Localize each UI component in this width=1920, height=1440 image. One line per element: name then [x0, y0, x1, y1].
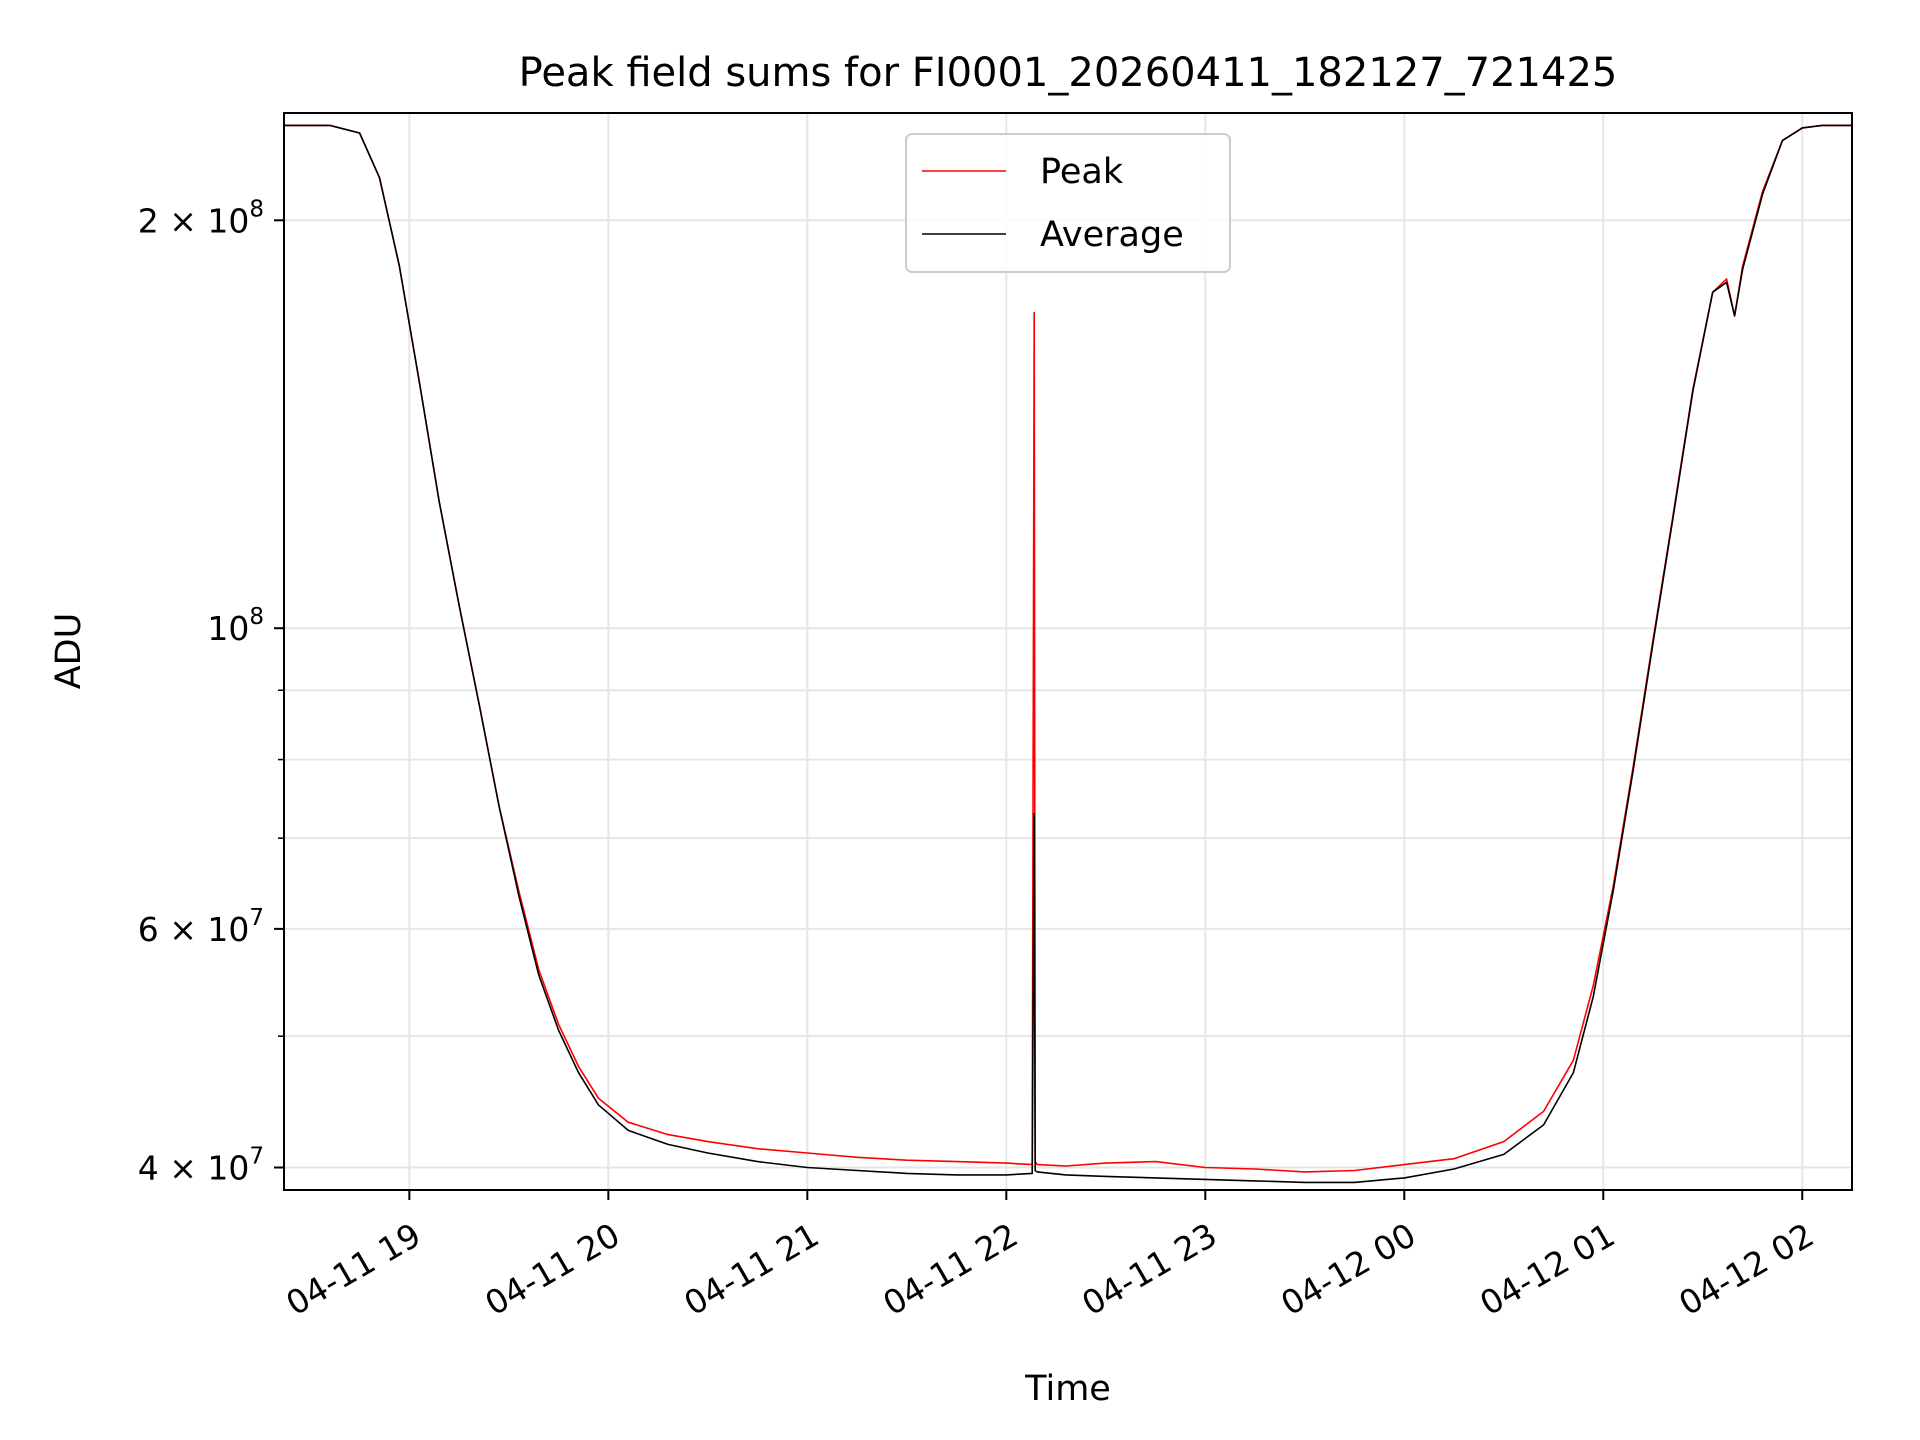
series-line-average: [284, 124, 1852, 1184]
y-tick-label: 108: [207, 604, 264, 648]
legend-average-label: Average: [1040, 215, 1184, 255]
y-tick-label: 2 × 108: [138, 196, 264, 240]
grid-lines: [284, 113, 1852, 1190]
y-tick-label: 6 × 107: [138, 905, 264, 949]
series-layer: [284, 124, 1852, 1184]
plot-frame: [283, 112, 1853, 1191]
legend: Peak Average: [905, 133, 1231, 273]
y-tick-label: 4 × 107: [138, 1144, 264, 1188]
legend-frame: [905, 133, 1231, 273]
y-axis-label: ADU: [49, 613, 89, 690]
x-axis-label: Time: [1024, 1369, 1111, 1409]
legend-peak-label: Peak: [1040, 152, 1124, 192]
chart-title: Peak field sums for FI0001_20260411_1821…: [519, 50, 1618, 96]
